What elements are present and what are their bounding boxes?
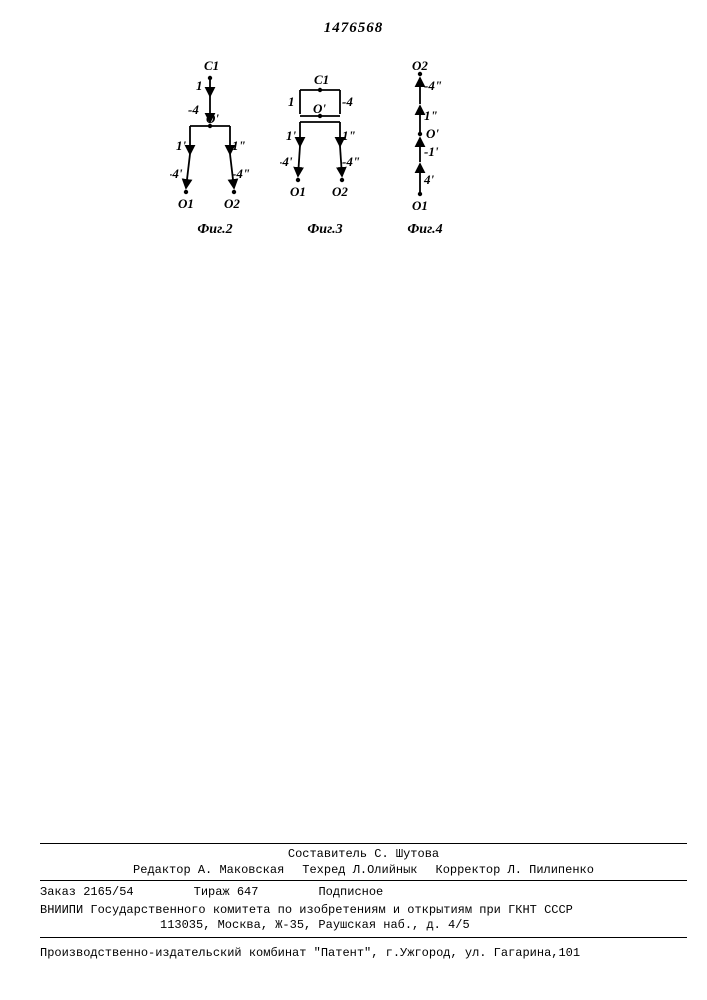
fig3-lbl-neg4: -4 [342,94,353,109]
fig2-l2 [186,154,190,188]
fig2-lbl-1dp: 1" [232,138,246,153]
producer: Производственно-издательский комбинат "П… [40,946,687,960]
rule-1 [40,843,687,844]
corrector: Корректор Л. Пилипенко [436,863,594,877]
tirage: Тираж 647 [194,885,259,899]
page-number: 1476568 [324,20,384,37]
figure-3: C1 1 -4 O' 1' -4' O1 1" -4" O2 Ф [280,60,370,238]
fig4-dot-O1 [418,192,422,196]
fig3-lbl-1p: 1' [286,128,297,143]
fig2-caption: Фиг.2 [197,222,232,238]
fig2-O2: O2 [224,196,240,211]
fig2-C1: C1 [204,60,219,73]
fig3-dot-O2 [340,178,344,182]
fig4-O1: O1 [412,198,428,213]
fig2-lbl-neg4p: -4' [170,166,183,181]
fig2-lbl-1p: 1' [176,138,187,153]
fig3-O2: O2 [332,184,348,199]
fig4-Oprime: O' [426,126,439,141]
fig3-O1: O1 [290,184,306,199]
fig4-lbl-neg4dp: -4" [424,78,442,93]
fig2-dot-O1 [184,190,188,194]
fig2-lbl-neg4: -4 [188,102,199,117]
colophon: Составитель С. Шутова Редактор А. Маковс… [40,840,687,960]
fig3-dot-O1 [296,178,300,182]
fig3-C1: C1 [314,72,329,87]
fig4-O2: O2 [412,60,428,73]
fig2-Oprime: O' [206,111,219,126]
techred: Техред Л.Олийнык [302,863,417,877]
fig3-lbl-1: 1 [288,94,295,109]
fig4-lbl-4p: 4' [423,172,435,187]
compiler: Составитель С. Шутова [288,847,439,861]
fig2-lbl-neg4dp: -4" [232,166,250,181]
fig3-lbl-neg4dp: -4" [342,154,360,169]
vniipi-line2: 113035, Москва, Ж-35, Раушская наб., д. … [40,918,687,934]
rule-3 [40,937,687,938]
fig2-svg: C1 1 -4 O' 1' -4' O1 1" -4" O2 [170,60,260,220]
figures-row: C1 1 -4 O' 1' -4' O1 1" -4" O2 [170,60,460,238]
fig3-Oprime: O' [313,101,326,116]
fig3-caption: Фиг.3 [307,222,342,238]
subscription: Подписное [318,885,383,899]
fig4-svg: O2 -4" 1" O' -1' 4' O1 [390,60,460,220]
fig3-lbl-1dp: 1" [342,128,356,143]
fig4-caption: Фиг.4 [407,222,442,238]
fig3-bl2 [298,146,300,176]
fig2-lbl-1: 1 [196,78,203,93]
figure-2: C1 1 -4 O' 1' -4' O1 1" -4" O2 [170,60,260,238]
fig2-dot-O2 [232,190,236,194]
order-number: Заказ 2165/54 [40,885,134,899]
fig4-lbl-neg1p: -1' [424,144,439,159]
rule-2 [40,880,687,881]
fig4-lbl-1dp: 1" [424,108,438,123]
figure-4: O2 -4" 1" O' -1' 4' O1 Фиг.4 [390,60,460,238]
fig4-dot-Oprime [418,132,422,136]
fig4-dot-O2 [418,72,422,76]
vniipi-line1: ВНИИПИ Государственного комитета по изоб… [40,903,687,919]
fig2-O1: O1 [178,196,194,211]
editor: Редактор А. Маковская [133,863,284,877]
fig3-svg: C1 1 -4 O' 1' -4' O1 1" -4" O2 [280,60,370,220]
fig3-lbl-neg4p: -4' [280,154,293,169]
